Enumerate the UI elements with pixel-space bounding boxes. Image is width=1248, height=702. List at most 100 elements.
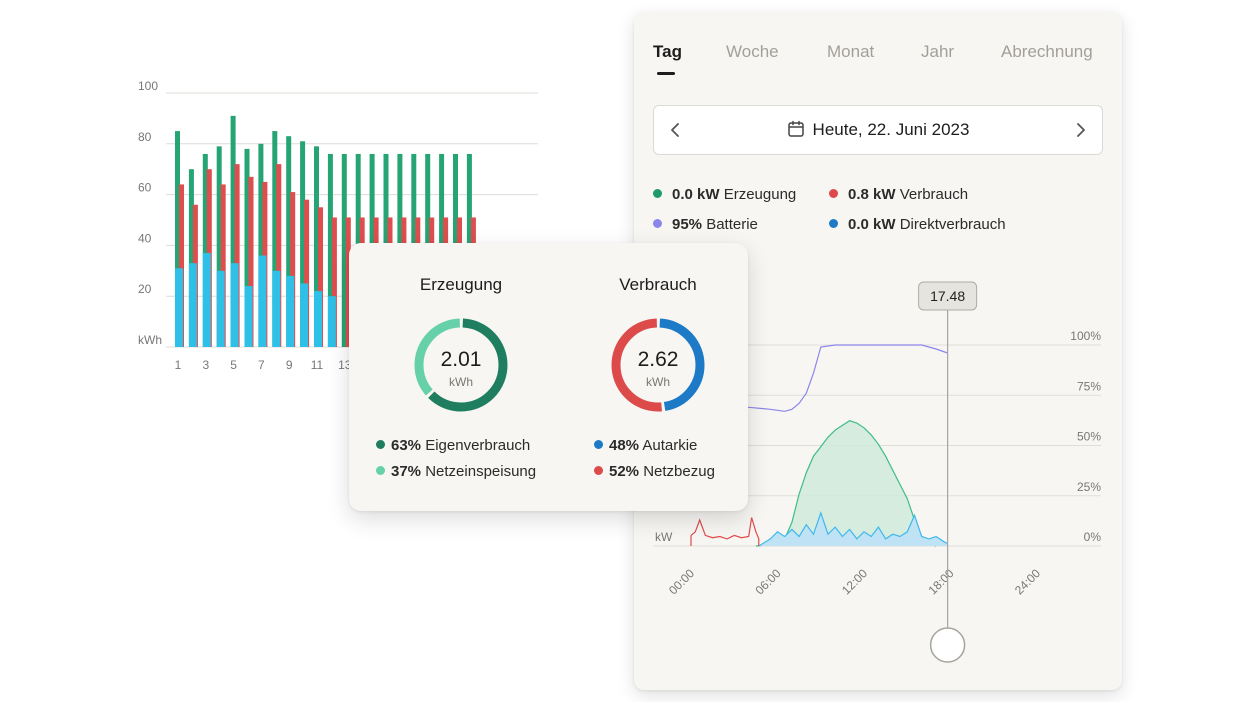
chevron-left-icon[interactable] xyxy=(666,120,686,140)
stat-dot-autarkie xyxy=(594,440,603,449)
donut-segment-secondary xyxy=(611,318,705,412)
tab-abrechnung[interactable]: Abrechnung xyxy=(1001,42,1093,61)
day-x-tick-label: 06:00 xyxy=(752,566,783,597)
bar-generation xyxy=(175,131,180,347)
donut-segment-primary xyxy=(414,318,508,412)
bar-generation xyxy=(244,148,250,347)
legend-erzeugung: 0.0 kW Erzeugung xyxy=(653,186,796,203)
stat-netzeinspeisung-value: 37% xyxy=(391,463,422,480)
legend-batterie-value: 95% xyxy=(672,216,703,233)
stat-autarkie-value: 48% xyxy=(609,437,640,454)
bar-generation xyxy=(188,169,194,347)
bar-x-tick-label: 11 xyxy=(311,358,324,372)
legend-batterie: 95% Batterie xyxy=(653,216,758,233)
date-label: Heute, 22. Juni 2023 xyxy=(812,120,970,139)
verbrauch-summary: Verbrauch 2.62 kWh 48% Autarkie 52% Netz… xyxy=(546,243,746,511)
legend-verbrauch: 0.8 kW Verbrauch xyxy=(829,186,968,203)
bar-consumption xyxy=(345,217,351,347)
erzeugung-value: 2.01 xyxy=(440,348,482,371)
legend-verbrauch-value: 0.8 kW xyxy=(848,186,896,203)
bar-generation xyxy=(230,115,236,347)
legend-dot-batterie xyxy=(653,219,662,228)
consumption-line xyxy=(690,517,760,547)
tab-monat[interactable]: Monat xyxy=(827,42,875,61)
active-tab-indicator xyxy=(657,72,675,75)
generation-area xyxy=(755,420,937,546)
day-x-tick-label: 00:00 xyxy=(666,566,697,597)
legend-direktverbrauch-label: Direktverbrauch xyxy=(899,216,1006,233)
legend-batterie-label: Batterie xyxy=(706,216,758,233)
tab-jahr[interactable]: Jahr xyxy=(921,42,955,61)
stat-dot-netzbezug xyxy=(594,466,603,475)
bar-x-tick-label: 7 xyxy=(258,358,265,372)
bar-consumption xyxy=(179,184,184,347)
stat-netzbezug-label: Netzbezug xyxy=(643,463,715,480)
direct-consumption-area xyxy=(758,512,948,546)
day-x-tick-label: 24:00 xyxy=(1012,566,1043,597)
erzeugung-title: Erzeugung xyxy=(419,275,503,294)
stat-autarkie-label: Autarkie xyxy=(642,437,698,454)
bar-battery xyxy=(175,268,183,347)
day-x-tick-label: 12:00 xyxy=(839,566,870,597)
stat-dot-netzeinspeisung xyxy=(376,466,385,475)
battery-line xyxy=(690,344,948,412)
verbrauch-title: Verbrauch xyxy=(619,275,697,294)
bar-generation xyxy=(216,146,222,347)
day-chart: 100% 75% 50% 25% 0% kW 00:00 06:00 12:00 18:00 24:… xyxy=(634,262,1122,682)
legend-verbrauch-label: Verbrauch xyxy=(899,186,969,203)
verbrauch-unit: kWh xyxy=(646,375,670,389)
cursor-tooltip-label: 17.48 xyxy=(930,288,965,304)
stat-eigenverbrauch-value: 63% xyxy=(391,437,422,454)
direct-consumption-line xyxy=(758,511,948,547)
legend-erzeugung-value: 0.0 kW xyxy=(672,186,720,203)
bar-consumption xyxy=(304,199,310,347)
day-y-tick-label: 25% xyxy=(1077,480,1101,494)
stat-dot-eigenverbrauch xyxy=(376,440,385,449)
day-x-tick-label: 18:00 xyxy=(925,566,956,597)
verbrauch-value: 2.62 xyxy=(637,348,679,371)
bar-consumption xyxy=(234,164,240,347)
bar-consumption xyxy=(220,184,226,347)
bar-x-tick-label: 9 xyxy=(286,358,293,372)
tab-woche[interactable]: Woche xyxy=(726,42,779,61)
bar-consumption xyxy=(318,207,323,347)
bar-generation xyxy=(314,146,319,347)
erzeugung-summary: Erzeugung 2.01 kWh 63% Eigenverbrauch 37… xyxy=(349,243,549,511)
day-y-tick-label: 75% xyxy=(1077,379,1101,393)
bar-generation xyxy=(272,131,278,347)
bar-x-tick-label: 5 xyxy=(230,358,237,372)
day-y-tick-label: 50% xyxy=(1077,430,1101,444)
bar-y-tick-label: 60 xyxy=(138,181,152,195)
tab-tag[interactable]: Tag xyxy=(653,42,682,61)
bar-battery xyxy=(258,255,267,347)
date-display[interactable]: Heute, 22. Juni 2023 xyxy=(654,120,1102,140)
bar-battery xyxy=(272,270,281,347)
bar-battery xyxy=(244,286,253,347)
bar-generation xyxy=(258,143,264,347)
day-y-tick-label: 0% xyxy=(1084,530,1102,544)
stat-eigenverbrauch-label: Eigenverbrauch xyxy=(425,437,531,454)
day-y-tick-label: 100% xyxy=(1070,329,1101,343)
bar-battery xyxy=(216,270,225,347)
bar-battery xyxy=(327,296,336,347)
donut-segment-secondary xyxy=(414,318,508,412)
calendar-icon xyxy=(787,120,804,137)
summary-card: Erzeugung 2.01 kWh 63% Eigenverbrauch 37… xyxy=(349,243,748,511)
bar-generation xyxy=(202,153,208,347)
bar-battery xyxy=(314,291,322,347)
bar-y-tick-label: 100 xyxy=(138,79,158,93)
bar-generation xyxy=(300,141,306,347)
chevron-right-icon[interactable] xyxy=(1070,120,1090,140)
bar-consumption xyxy=(331,217,337,347)
cursor-tooltip xyxy=(918,281,978,311)
bar-battery xyxy=(230,263,239,347)
legend-dot-direktverbrauch xyxy=(829,219,838,228)
donut-segment-primary xyxy=(611,318,705,412)
bar-consumption xyxy=(276,164,282,347)
stat-netzeinspeisung-label: Netzeinspeisung xyxy=(425,463,537,480)
cursor-handle[interactable] xyxy=(929,627,966,663)
legend-direktverbrauch: 0.0 kW Direktverbrauch xyxy=(829,216,1006,233)
legend-erzeugung-label: Erzeugung xyxy=(723,186,797,203)
erzeugung-unit: kWh xyxy=(449,375,473,389)
bar-x-tick-label: 3 xyxy=(202,358,209,372)
